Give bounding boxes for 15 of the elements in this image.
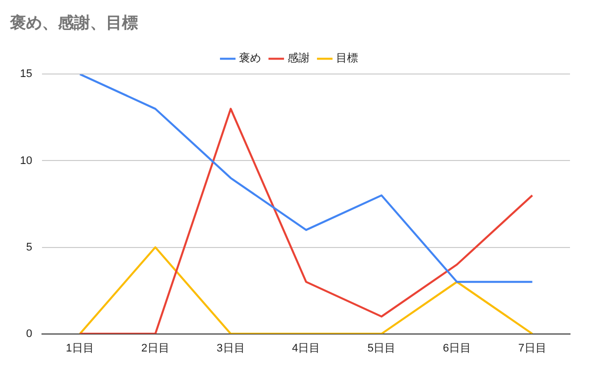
x-tick-label: 6日目 xyxy=(442,342,471,354)
x-tick-label: 5日目 xyxy=(367,342,396,354)
y-tick-label: 0 xyxy=(26,328,32,340)
legend-label: 褒め xyxy=(238,52,261,65)
x-tick-label: 4日目 xyxy=(292,342,320,354)
y-tick-label: 15 xyxy=(20,68,32,80)
legend-label: 目標 xyxy=(336,52,358,65)
legend-label: 感謝 xyxy=(287,52,310,65)
chart-title: 褒め、感謝、目標 xyxy=(9,13,138,32)
x-tick-label: 2日目 xyxy=(141,342,170,354)
y-tick-label: 5 xyxy=(26,241,32,254)
x-tick-label: 1日目 xyxy=(66,342,94,354)
y-tick-label: 10 xyxy=(20,154,32,167)
x-tick-label: 7日目 xyxy=(518,342,546,354)
x-tick-label: 3日目 xyxy=(216,342,245,354)
